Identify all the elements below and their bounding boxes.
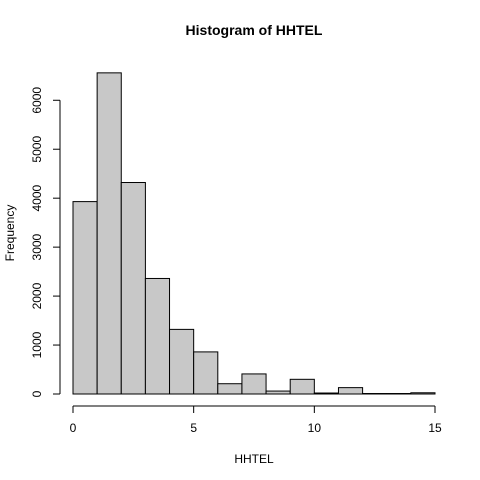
x-axis-label: HHTEL	[234, 452, 274, 466]
histogram-bar	[169, 328, 195, 395]
x-tick-label: 5	[190, 421, 197, 435]
histogram-bar	[193, 351, 219, 395]
x-tick-label: 10	[308, 421, 322, 435]
y-axis: 0 1000 2000 3000 4000 5000 6000	[30, 87, 61, 397]
histogram-bar	[289, 378, 315, 395]
y-tick-label: 0	[30, 390, 44, 397]
histogram-bar	[217, 383, 243, 395]
y-tick-label: 2000	[30, 282, 44, 309]
y-tick-label: 4000	[30, 185, 44, 212]
x-tick-label: 0	[70, 421, 77, 435]
histogram-bar	[410, 392, 436, 395]
y-tick-label: 1000	[30, 331, 44, 358]
y-axis-label: Frequency	[3, 205, 17, 262]
y-tick-label: 5000	[30, 136, 44, 163]
histogram-bar	[144, 277, 171, 395]
bars-group	[72, 72, 436, 395]
y-tick-label: 6000	[30, 87, 44, 114]
x-axis: 0 5 10 15	[70, 405, 442, 435]
histogram-bar	[337, 387, 364, 395]
y-tick-label: 3000	[30, 233, 44, 260]
histogram-bar	[96, 72, 122, 395]
chart-title: Histogram of HHTEL	[186, 22, 323, 38]
histogram-bar	[313, 392, 339, 395]
histogram-bar	[265, 390, 291, 395]
histogram-bar	[72, 201, 98, 395]
histogram-bar	[241, 373, 267, 395]
histogram-bar	[120, 182, 146, 395]
x-tick-label: 15	[428, 421, 442, 435]
